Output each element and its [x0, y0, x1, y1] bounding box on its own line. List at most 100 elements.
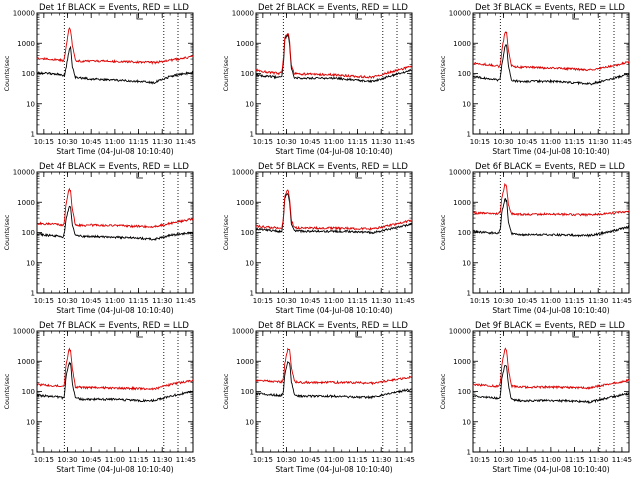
x-axis-label: Start Time (04-Jul-08 10:10:40): [492, 147, 609, 156]
x-tick-label: 11:45: [395, 456, 415, 464]
plot-frame: [36, 12, 194, 135]
chart-title: Det 6f BLACK = Events, RED = LLD: [475, 162, 625, 172]
plot-frame: [255, 330, 413, 453]
y-tick-label: 1: [31, 449, 35, 457]
x-tick-label: 11:30: [152, 297, 172, 305]
x-tick-label: 11:45: [395, 297, 415, 305]
y-tick-label: 10: [462, 100, 471, 108]
y-tick-label: 1000: [17, 40, 35, 48]
chart-title: Det 5f BLACK = Events, RED = LLD: [258, 162, 408, 172]
x-tick-label: 10:45: [517, 297, 537, 305]
y-tick-label: 1000: [236, 199, 254, 207]
y-tick-label: 1000: [453, 40, 471, 48]
chart-panel-7: Det 7f BLACK = Events, RED = LLD Counts/s…: [3, 321, 196, 474]
y-tick-label: 100: [22, 70, 35, 78]
y-tick-label: 1: [467, 131, 471, 139]
y-tick-label: 10000: [232, 328, 254, 336]
chart-title: Det 4f BLACK = Events, RED = LLD: [39, 162, 189, 172]
series-line-lld: [36, 187, 194, 229]
series-line-lld: [472, 347, 630, 390]
x-tick-label: 11:45: [176, 456, 196, 464]
plot-frame: [472, 330, 630, 453]
y-tick-label: 10000: [13, 328, 35, 336]
x-tick-label: 10:45: [81, 456, 101, 464]
x-tick-label: 11:15: [347, 138, 367, 146]
chart-panel-3: Det 3f BLACK = Events, RED = LLD Counts/s…: [439, 3, 632, 156]
attenuator-bracket-mark: [136, 173, 143, 179]
x-tick-label: 11:00: [541, 297, 561, 305]
x-tick-label: 10:15: [470, 297, 490, 305]
x-tick-label: 11:45: [176, 297, 196, 305]
x-tick-label: 10:30: [57, 138, 77, 146]
x-tick-label: 11:00: [105, 456, 125, 464]
x-tick-label: 11:30: [152, 138, 172, 146]
y-tick-label: 10000: [232, 169, 254, 177]
chart-panel-6: Det 6f BLACK = Events, RED = LLD Counts/s…: [439, 162, 632, 315]
y-tick-label: 1000: [17, 199, 35, 207]
x-tick-label: 11:15: [564, 138, 584, 146]
series-line-lld: [255, 347, 413, 386]
series-line-events: [472, 364, 630, 405]
y-tick-label: 10: [26, 259, 35, 267]
x-tick-label: 11:15: [564, 456, 584, 464]
x-tick-label: 11:15: [347, 456, 367, 464]
x-tick-label: 11:30: [371, 456, 391, 464]
x-tick-label: 10:15: [253, 138, 273, 146]
y-tick-label: 1: [467, 449, 471, 457]
x-axis-label: Start Time (04-Jul-08 10:10:40): [275, 306, 392, 315]
plot-frame: [36, 171, 194, 294]
x-tick-label: 11:30: [371, 138, 391, 146]
chart-title: Det 3f BLACK = Events, RED = LLD: [475, 3, 625, 13]
y-tick-label: 1000: [236, 40, 254, 48]
x-tick-label: 11:45: [395, 138, 415, 146]
series-line-events: [472, 197, 630, 238]
chart-panel-8: Det 8f BLACK = Events, RED = LLD Counts/s…: [222, 321, 415, 474]
x-axis-label: Start Time (04-Jul-08 10:10:40): [275, 147, 392, 156]
x-tick-label: 10:30: [493, 297, 513, 305]
x-tick-label: 11:30: [588, 456, 608, 464]
x-tick-label: 11:45: [612, 138, 632, 146]
y-tick-label: 10: [245, 418, 254, 426]
x-tick-label: 11:45: [612, 456, 632, 464]
x-tick-label: 10:45: [517, 456, 537, 464]
x-tick-label: 11:00: [324, 297, 344, 305]
x-tick-label: 11:00: [541, 138, 561, 146]
chart-title: Det 1f BLACK = Events, RED = LLD: [39, 3, 189, 13]
y-tick-label: 1000: [453, 199, 471, 207]
series-line-lld: [255, 189, 413, 231]
attenuator-bracket-mark: [355, 173, 362, 179]
x-tick-label: 10:30: [276, 138, 296, 146]
y-tick-label: 100: [22, 388, 35, 396]
y-tick-label: 100: [241, 229, 254, 237]
x-tick-label: 11:30: [588, 138, 608, 146]
x-tick-label: 10:15: [253, 297, 273, 305]
x-tick-label: 10:15: [470, 456, 490, 464]
x-axis-label: Start Time (04-Jul-08 10:10:40): [56, 147, 173, 156]
y-axis-label: Counts/sec: [439, 373, 447, 409]
x-tick-label: 10:30: [57, 297, 77, 305]
x-tick-label: 11:00: [105, 297, 125, 305]
y-axis-label: Counts/sec: [3, 214, 11, 250]
x-tick-label: 10:15: [34, 297, 54, 305]
series-line-events: [255, 193, 413, 235]
y-tick-label: 10000: [13, 169, 35, 177]
y-axis-label: Counts/sec: [222, 373, 230, 409]
x-tick-label: 10:45: [300, 138, 320, 146]
chart-title: Det 2f BLACK = Events, RED = LLD: [258, 3, 408, 13]
x-axis-label: Start Time (04-Jul-08 10:10:40): [275, 465, 392, 474]
y-tick-label: 10000: [449, 10, 471, 18]
y-tick-label: 10: [462, 418, 471, 426]
x-tick-label: 10:45: [300, 297, 320, 305]
plot-frame: [255, 171, 413, 294]
x-tick-label: 11:30: [588, 297, 608, 305]
x-axis-label: Start Time (04-Jul-08 10:10:40): [56, 465, 173, 474]
x-tick-label: 11:00: [324, 456, 344, 464]
y-tick-label: 10: [245, 259, 254, 267]
y-tick-label: 10000: [449, 328, 471, 336]
y-tick-label: 100: [241, 388, 254, 396]
series-line-events: [255, 32, 413, 84]
x-tick-label: 11:00: [324, 138, 344, 146]
series-line-lld: [36, 27, 194, 65]
y-tick-label: 10: [462, 259, 471, 267]
